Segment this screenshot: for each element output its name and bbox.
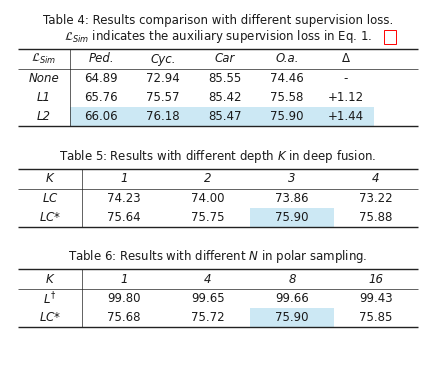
Text: 99.66: 99.66: [275, 292, 309, 305]
Text: 76.18: 76.18: [146, 110, 180, 123]
Text: $\Delta$: $\Delta$: [341, 52, 351, 66]
Text: 74.46: 74.46: [270, 72, 304, 85]
Text: 75.88: 75.88: [360, 210, 392, 224]
Text: 75.90: 75.90: [275, 210, 309, 224]
Text: $LC$*: $LC$*: [39, 210, 61, 224]
Text: 73.86: 73.86: [275, 192, 309, 204]
Text: 99.80: 99.80: [107, 292, 141, 305]
Text: 1: 1: [120, 273, 128, 285]
Bar: [194, 107, 256, 126]
Text: L1: L1: [37, 91, 51, 104]
Bar: [70, 107, 132, 126]
Text: 2: 2: [204, 172, 212, 185]
Bar: [384, 30, 395, 43]
Text: 66.06: 66.06: [84, 110, 118, 123]
Bar: [318, 107, 374, 126]
Text: None: None: [29, 72, 59, 85]
Text: 74.23: 74.23: [107, 192, 141, 204]
Text: $K$: $K$: [45, 172, 55, 185]
Text: 75.90: 75.90: [275, 311, 309, 324]
Bar: [132, 107, 194, 126]
Text: Table 6: Results with different $N$ in polar sampling.: Table 6: Results with different $N$ in p…: [68, 248, 368, 265]
Text: Cyc.: Cyc.: [150, 52, 176, 66]
Text: 99.43: 99.43: [359, 292, 393, 305]
Bar: [250, 208, 334, 226]
Text: O.a.: O.a.: [275, 52, 299, 66]
Text: 65.76: 65.76: [84, 91, 118, 104]
Text: 75.90: 75.90: [270, 110, 304, 123]
Text: 85.42: 85.42: [208, 91, 242, 104]
Text: 75.64: 75.64: [107, 210, 141, 224]
Text: 8: 8: [288, 273, 296, 285]
Text: +1.44: +1.44: [328, 110, 364, 123]
Text: Table 5: Results with different depth $K$ in deep fusion.: Table 5: Results with different depth $K…: [59, 148, 377, 165]
Text: 3: 3: [288, 172, 296, 185]
Text: 1: 1: [120, 172, 128, 185]
Text: 75.57: 75.57: [146, 91, 180, 104]
Text: 4: 4: [372, 172, 380, 185]
Text: 74.00: 74.00: [191, 192, 225, 204]
Text: 99.65: 99.65: [191, 292, 225, 305]
Text: -: -: [344, 72, 348, 85]
Text: 75.85: 75.85: [360, 311, 392, 324]
Text: 75.72: 75.72: [191, 311, 225, 324]
Text: Car: Car: [215, 52, 235, 66]
Text: Table 4: Results comparison with different supervision loss.: Table 4: Results comparison with differe…: [43, 14, 393, 27]
Text: 72.94: 72.94: [146, 72, 180, 85]
Text: 75.75: 75.75: [191, 210, 225, 224]
Text: $\mathcal{L}_{Sim}$ indicates the auxiliary supervision loss in Eq. 1.: $\mathcal{L}_{Sim}$ indicates the auxili…: [64, 28, 372, 45]
Text: $LC$: $LC$: [42, 192, 58, 204]
Text: 73.22: 73.22: [359, 192, 393, 204]
Text: Ped.: Ped.: [88, 52, 114, 66]
Text: 75.68: 75.68: [107, 311, 141, 324]
Bar: [256, 107, 318, 126]
Text: $K$: $K$: [45, 273, 55, 285]
Text: 16: 16: [369, 273, 383, 285]
Text: 85.47: 85.47: [208, 110, 242, 123]
Text: L2: L2: [37, 110, 51, 123]
Text: 75.58: 75.58: [270, 91, 304, 104]
Text: $\mathcal{L}_{Sim}$: $\mathcal{L}_{Sim}$: [31, 52, 56, 66]
Text: +1.12: +1.12: [328, 91, 364, 104]
Text: $L^{\dagger}$: $L^{\dagger}$: [43, 290, 56, 307]
Text: $LC$*: $LC$*: [39, 311, 61, 324]
Text: 85.55: 85.55: [208, 72, 242, 85]
Text: 4: 4: [204, 273, 212, 285]
Text: 64.89: 64.89: [84, 72, 118, 85]
Bar: [250, 308, 334, 327]
